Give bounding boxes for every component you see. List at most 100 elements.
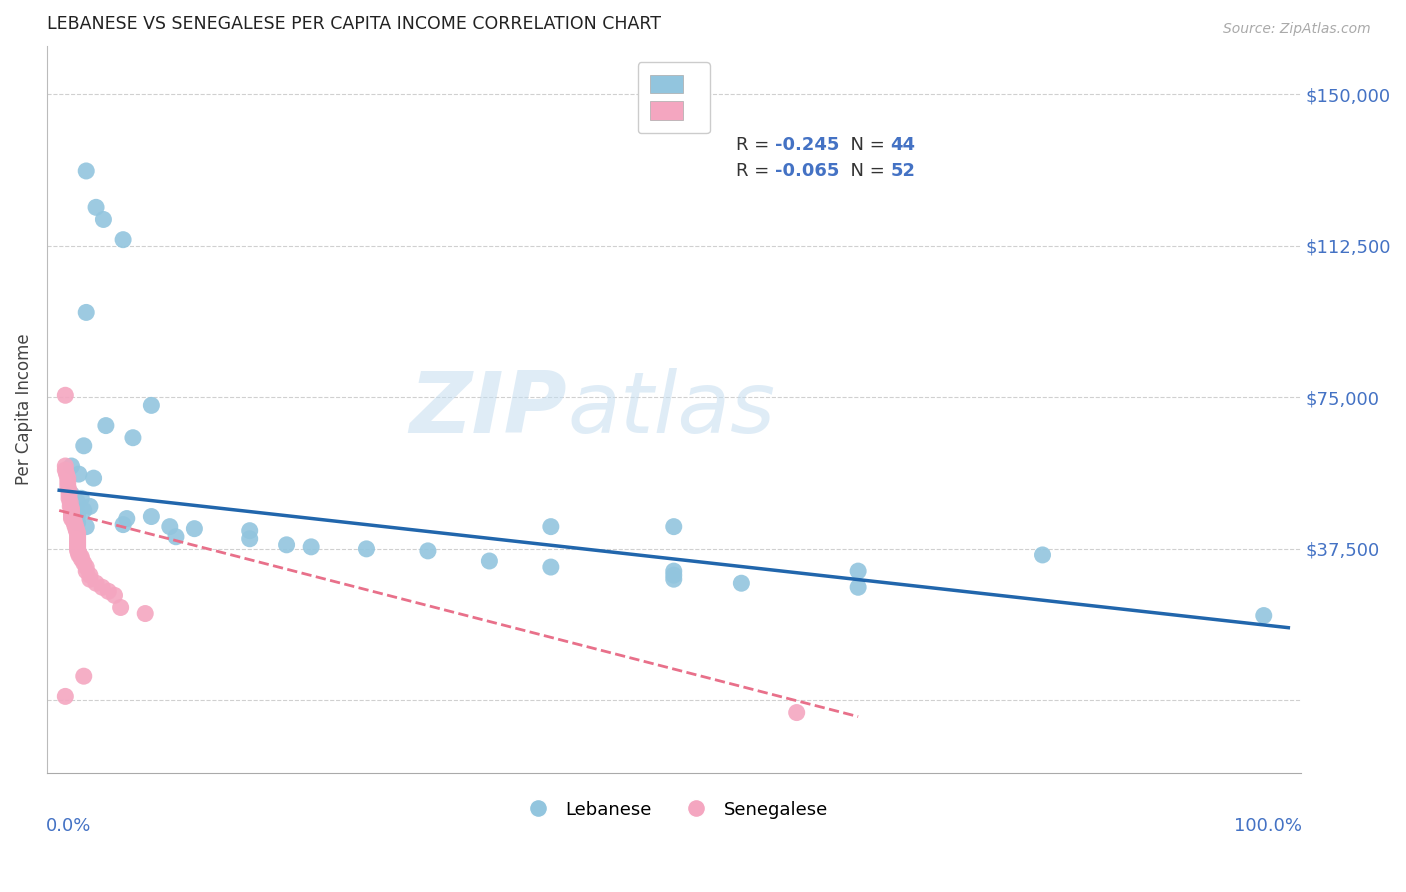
Point — [239, 524, 262, 538]
Point — [276, 538, 298, 552]
Point — [730, 576, 752, 591]
Point — [70, 491, 93, 506]
Point — [1253, 608, 1275, 623]
Text: 44: 44 — [890, 136, 915, 153]
Point — [66, 540, 89, 554]
Point — [56, 479, 79, 493]
Text: N =: N = — [839, 136, 890, 153]
Point — [103, 588, 125, 602]
Point — [97, 584, 120, 599]
Point — [416, 544, 439, 558]
Point — [66, 516, 89, 530]
Y-axis label: Per Capita Income: Per Capita Income — [15, 334, 32, 485]
Point — [67, 467, 90, 481]
Point — [53, 690, 76, 704]
Text: LEBANESE VS SENEGALESE PER CAPITA INCOME CORRELATION CHART: LEBANESE VS SENEGALESE PER CAPITA INCOME… — [46, 15, 661, 33]
Point — [56, 471, 79, 485]
Point — [134, 607, 156, 621]
Point — [66, 536, 89, 550]
Point — [356, 541, 378, 556]
Point — [67, 546, 90, 560]
Point — [299, 540, 322, 554]
Point — [83, 471, 105, 485]
Point — [79, 572, 101, 586]
Point — [65, 524, 87, 538]
Legend: Lebanese, Senegalese: Lebanese, Senegalese — [513, 794, 835, 826]
Text: atlas: atlas — [567, 368, 775, 451]
Point — [79, 500, 101, 514]
Point — [478, 554, 501, 568]
Point — [540, 519, 562, 533]
Point — [60, 487, 83, 501]
Point — [58, 487, 80, 501]
Point — [56, 475, 79, 490]
Point — [66, 541, 89, 556]
Point — [846, 564, 869, 578]
Point — [141, 509, 163, 524]
Point — [112, 517, 135, 532]
Point — [66, 508, 89, 522]
Point — [63, 516, 86, 530]
Point — [73, 556, 96, 570]
Point — [70, 549, 93, 564]
Point — [60, 511, 83, 525]
Point — [66, 532, 89, 546]
Point — [79, 568, 101, 582]
Text: -0.065: -0.065 — [775, 162, 839, 180]
Point — [73, 669, 96, 683]
Point — [75, 560, 97, 574]
Point — [239, 532, 262, 546]
Point — [75, 305, 97, 319]
Text: -0.245: -0.245 — [775, 136, 839, 153]
Text: ZIP: ZIP — [409, 368, 567, 451]
Point — [84, 576, 107, 591]
Point — [60, 503, 83, 517]
Point — [59, 500, 82, 514]
Point — [70, 552, 93, 566]
Point — [60, 509, 83, 524]
Point — [66, 495, 89, 509]
Text: R =: R = — [735, 162, 775, 180]
Point — [53, 388, 76, 402]
Point — [60, 501, 83, 516]
Point — [60, 506, 83, 520]
Point — [55, 467, 77, 481]
Point — [66, 544, 89, 558]
Text: 52: 52 — [890, 162, 915, 180]
Point — [846, 580, 869, 594]
Point — [75, 564, 97, 578]
Point — [63, 517, 86, 532]
Text: R =: R = — [735, 136, 775, 153]
Point — [183, 522, 205, 536]
Point — [63, 519, 86, 533]
Point — [73, 439, 96, 453]
Point — [75, 519, 97, 533]
Point — [662, 564, 685, 578]
Point — [1031, 548, 1053, 562]
Point — [662, 568, 685, 582]
Point — [84, 200, 107, 214]
Point — [66, 538, 89, 552]
Point — [58, 491, 80, 506]
Point — [58, 483, 80, 498]
Point — [59, 495, 82, 509]
Point — [110, 600, 132, 615]
Text: Source: ZipAtlas.com: Source: ZipAtlas.com — [1223, 22, 1371, 37]
Point — [662, 519, 685, 533]
Point — [67, 548, 90, 562]
Point — [786, 706, 808, 720]
Text: 100.0%: 100.0% — [1234, 817, 1302, 835]
Point — [53, 458, 76, 473]
Point — [60, 508, 83, 522]
Point — [66, 533, 89, 548]
Point — [165, 530, 187, 544]
Point — [60, 458, 83, 473]
Point — [63, 514, 86, 528]
Point — [53, 463, 76, 477]
Point — [141, 398, 163, 412]
Point — [115, 511, 138, 525]
Point — [73, 503, 96, 517]
Point — [66, 525, 89, 540]
Point — [93, 212, 115, 227]
Text: N =: N = — [839, 162, 890, 180]
